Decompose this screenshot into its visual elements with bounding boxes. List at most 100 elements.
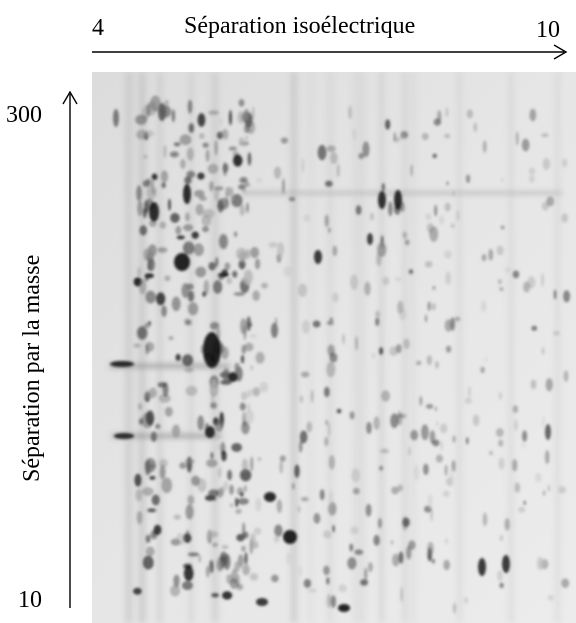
protein-spot <box>431 303 436 311</box>
protein-spot <box>151 494 160 506</box>
protein-spot <box>255 177 263 184</box>
protein-spot <box>199 133 205 140</box>
protein-spot <box>328 455 335 470</box>
protein-spot <box>425 403 434 409</box>
protein-spot <box>136 511 143 525</box>
protein-spot <box>452 190 455 196</box>
protein-spot <box>396 411 403 426</box>
protein-spot <box>185 385 198 396</box>
gel-streak <box>555 72 561 623</box>
protein-spot <box>175 353 181 362</box>
protein-spot <box>228 109 233 126</box>
protein-spot <box>535 472 542 483</box>
gel-spots <box>110 95 571 614</box>
protein-spot <box>244 342 254 352</box>
protein-spot <box>286 552 292 565</box>
protein-spot <box>136 129 148 140</box>
protein-spot <box>183 184 191 204</box>
protein-spot <box>277 241 285 258</box>
protein-spot <box>381 390 391 402</box>
protein-spot <box>234 497 239 508</box>
protein-spot <box>202 208 215 219</box>
protein-spot <box>473 122 478 133</box>
protein-spot <box>169 151 179 158</box>
protein-spot <box>553 289 557 300</box>
protein-spot <box>435 361 439 369</box>
protein-spot <box>312 320 321 328</box>
protein-spot <box>512 270 520 279</box>
protein-spot <box>276 499 283 514</box>
protein-spot <box>146 103 151 117</box>
protein-spot <box>240 391 248 401</box>
protein-spot <box>391 486 399 495</box>
x-axis-min-label: 4 <box>92 15 104 41</box>
protein-spot <box>145 341 155 352</box>
protein-spot <box>180 158 186 169</box>
protein-spot <box>171 296 181 312</box>
protein-spot <box>187 290 195 302</box>
gel-streak <box>359 72 365 623</box>
protein-spot <box>329 317 334 323</box>
protein-spot <box>279 455 286 462</box>
protein-spot <box>392 553 400 567</box>
protein-spot <box>454 316 461 322</box>
protein-spot <box>231 442 243 452</box>
protein-spot <box>497 570 503 582</box>
protein-spot <box>523 500 526 505</box>
protein-spot <box>203 332 221 368</box>
protein-spot <box>400 586 404 603</box>
protein-spot <box>467 386 472 398</box>
protein-spot <box>433 118 441 126</box>
protein-spot <box>146 177 151 185</box>
protein-spot <box>273 535 280 543</box>
protein-spot <box>150 179 155 189</box>
protein-spot <box>325 180 333 187</box>
protein-spot <box>317 144 327 161</box>
protein-spot <box>170 538 181 546</box>
gel-streak <box>157 72 163 623</box>
protein-spot <box>239 204 245 216</box>
protein-spot <box>137 200 143 217</box>
protein-spot <box>536 556 544 571</box>
protein-spot <box>147 320 152 326</box>
protein-spot <box>464 397 473 404</box>
protein-spot <box>499 534 503 542</box>
protein-spot <box>328 490 334 507</box>
protein-spot <box>240 318 247 335</box>
protein-spot <box>224 262 231 270</box>
protein-spot <box>184 212 191 222</box>
protein-spot <box>270 322 279 338</box>
protein-spot <box>299 395 304 403</box>
protein-spot <box>301 158 305 174</box>
protein-spot <box>223 480 229 491</box>
protein-spot <box>390 540 394 545</box>
protein-spot <box>541 132 549 138</box>
protein-spot <box>324 436 329 447</box>
protein-spot <box>375 310 381 318</box>
protein-spot <box>139 225 147 236</box>
y-axis-min-label: 10 <box>18 587 42 613</box>
protein-spot <box>150 431 157 442</box>
protein-spot <box>223 553 231 570</box>
protein-spot <box>364 281 371 296</box>
protein-spot <box>254 527 262 535</box>
gel-streak <box>291 72 298 623</box>
protein-spot <box>238 137 245 144</box>
protein-spot <box>158 393 171 403</box>
protein-spot <box>528 174 535 183</box>
protein-spot <box>512 459 518 472</box>
protein-spot <box>145 290 156 304</box>
protein-spot <box>350 274 359 290</box>
protein-spot <box>191 231 199 239</box>
protein-spot <box>547 594 554 601</box>
protein-spot <box>191 475 201 486</box>
protein-spot <box>303 578 312 589</box>
protein-spot <box>545 378 553 392</box>
protein-spot <box>393 132 397 142</box>
protein-spot <box>542 158 551 171</box>
protein-spot <box>235 508 242 514</box>
protein-spot <box>274 317 278 327</box>
protein-spot <box>439 423 448 434</box>
protein-spot <box>185 529 190 540</box>
gel-streak <box>309 72 312 623</box>
